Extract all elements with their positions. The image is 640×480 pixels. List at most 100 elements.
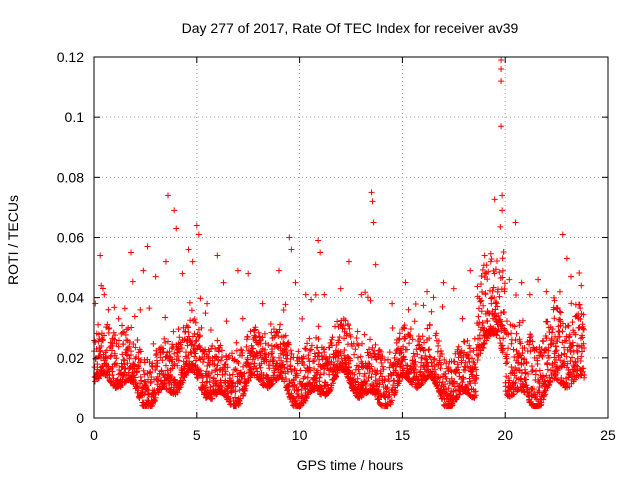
roti-point	[254, 355, 261, 362]
roti-point	[476, 319, 483, 326]
roti-point	[428, 308, 435, 315]
roti-point	[396, 330, 403, 337]
roti-point	[392, 367, 399, 374]
roti-point	[481, 252, 488, 259]
roti-point	[545, 382, 552, 389]
roti-point	[567, 273, 574, 280]
roti-point	[119, 322, 126, 329]
roti-point	[122, 331, 129, 338]
roti-point	[168, 373, 175, 380]
roti-point	[519, 317, 526, 324]
roti-point	[313, 334, 320, 341]
roti-point	[173, 225, 180, 232]
roti-point	[473, 351, 480, 358]
roti-point	[137, 306, 144, 313]
roti-point	[364, 364, 371, 371]
roti-point	[277, 321, 284, 328]
roti-point	[146, 359, 153, 366]
roti-point	[134, 368, 141, 375]
roti-point	[424, 325, 431, 332]
roti-point	[234, 267, 241, 274]
roti-point	[169, 365, 176, 372]
roti-point	[468, 369, 475, 376]
roti-point	[252, 324, 259, 331]
roti-point	[221, 361, 228, 368]
roti-point	[412, 300, 419, 307]
roti-point	[426, 335, 433, 342]
roti-point	[478, 280, 485, 287]
roti-point	[346, 325, 353, 332]
roti-point	[473, 372, 480, 379]
roti-point	[505, 375, 512, 382]
roti-point	[497, 318, 504, 325]
roti-point	[288, 350, 295, 357]
roti-point	[462, 367, 469, 374]
roti-point	[101, 291, 108, 298]
roti-point	[388, 397, 395, 404]
roti-point	[577, 305, 584, 312]
roti-point	[368, 374, 375, 381]
roti-point	[497, 223, 504, 230]
roti-point	[317, 249, 324, 256]
roti-point	[337, 285, 344, 292]
roti-point	[515, 353, 522, 360]
roti-point	[243, 382, 250, 389]
roti-point	[566, 383, 573, 390]
roti-point	[561, 337, 568, 344]
roti-point	[491, 270, 498, 277]
roti-point	[299, 315, 306, 322]
x-axis-label: GPS time / hours	[297, 457, 404, 473]
roti-point	[565, 322, 572, 329]
roti-point	[536, 380, 543, 387]
roti-point	[126, 339, 133, 346]
roti-point	[328, 336, 335, 343]
roti-point	[222, 370, 229, 377]
roti-point	[217, 342, 224, 349]
roti-point	[211, 375, 218, 382]
roti-point	[213, 353, 220, 360]
roti-point	[503, 351, 510, 358]
roti-point	[419, 380, 426, 387]
roti-point	[450, 285, 457, 292]
roti-point	[318, 352, 325, 359]
roti-point	[160, 349, 167, 356]
roti-point	[367, 336, 374, 343]
roti-point	[413, 366, 420, 373]
roti-point	[418, 354, 425, 361]
roti-point	[492, 299, 499, 306]
roti-point	[570, 327, 577, 334]
roti-point	[470, 347, 477, 354]
roti-point	[212, 345, 219, 352]
roti-point	[549, 326, 556, 333]
roti-point	[130, 340, 137, 347]
roti-point	[134, 336, 141, 343]
roti-point	[500, 345, 507, 352]
roti-point	[552, 348, 559, 355]
y-tick-label: 0.1	[65, 109, 85, 125]
roti-point	[162, 258, 169, 265]
roti-point	[294, 360, 301, 367]
roti-point	[471, 360, 478, 367]
roti-point	[432, 366, 439, 373]
roti-point	[324, 381, 331, 388]
roti-point	[513, 330, 520, 337]
roti-point	[345, 363, 352, 370]
roti-point	[546, 328, 553, 335]
roti-point	[119, 329, 126, 336]
roti-point	[115, 315, 122, 322]
roti-point	[488, 255, 495, 262]
roti-point	[450, 388, 457, 395]
x-tick-label: 15	[395, 427, 411, 443]
roti-point	[411, 370, 418, 377]
roti-point	[373, 356, 380, 363]
roti-point	[197, 367, 204, 374]
roti-point	[435, 337, 442, 344]
roti-point	[101, 332, 108, 339]
roti-point	[535, 378, 542, 385]
roti-point	[388, 372, 395, 379]
roti-point	[477, 298, 484, 305]
roti-point	[449, 402, 456, 409]
roti-point	[505, 345, 512, 352]
roti-point	[283, 349, 290, 356]
roti-point	[270, 357, 277, 364]
